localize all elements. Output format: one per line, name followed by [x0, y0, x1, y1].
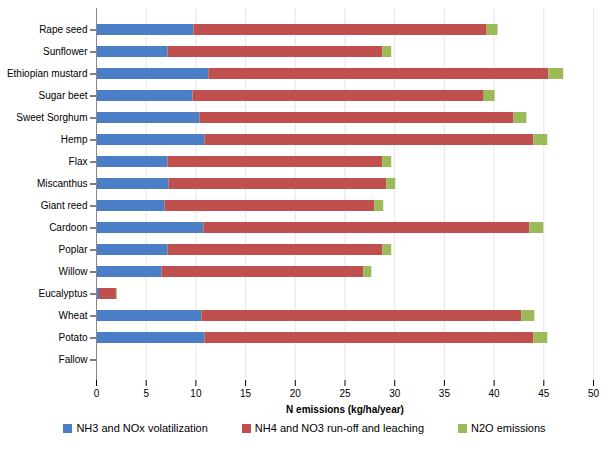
svg-text:25: 25	[339, 388, 351, 399]
svg-text:N emissions (kg/ha/year): N emissions (kg/ha/year)	[286, 404, 404, 415]
svg-text:35: 35	[439, 388, 451, 399]
html-text:NH4 and NO3 run-off and leachi: NH4 and NO3 run-off and leaching	[254, 422, 424, 434]
svg-text:Ethiopian mustard: Ethiopian mustard	[7, 68, 88, 79]
svg-text:Eucalyptus: Eucalyptus	[39, 288, 88, 299]
svg-text:Sweet Sorghum: Sweet Sorghum	[16, 112, 87, 123]
svg-text:Poplar: Poplar	[59, 244, 89, 255]
html-text:NH3 and NOx volatilization: NH3 and NOx volatilization	[76, 422, 208, 434]
svg-text:Willow: Willow	[59, 266, 89, 277]
svg-text:45: 45	[538, 388, 550, 399]
svg-text:40: 40	[489, 388, 501, 399]
svg-text:Sugar beet: Sugar beet	[39, 90, 88, 101]
svg-text:Flax: Flax	[69, 156, 88, 167]
svg-text:50: 50	[588, 388, 600, 399]
svg-text:Hemp: Hemp	[61, 134, 88, 145]
svg-text:Fallow: Fallow	[59, 354, 89, 365]
svg-text:Potato: Potato	[59, 332, 88, 343]
svg-text:Sunflower: Sunflower	[43, 46, 88, 57]
svg-text:Wheat: Wheat	[59, 310, 88, 321]
svg-text:10: 10	[190, 388, 202, 399]
html-text:N2O emissions: N2O emissions	[471, 422, 546, 434]
svg-text:15: 15	[240, 388, 252, 399]
svg-text:Giant reed: Giant reed	[41, 200, 88, 211]
svg-text:Cardoon: Cardoon	[49, 222, 87, 233]
svg-text:30: 30	[389, 388, 401, 399]
svg-text:Miscanthus: Miscanthus	[37, 178, 88, 189]
svg-text:5: 5	[143, 388, 149, 399]
svg-text:0: 0	[94, 388, 100, 399]
svg-text:20: 20	[290, 388, 302, 399]
svg-text:Rape seed: Rape seed	[39, 24, 87, 35]
